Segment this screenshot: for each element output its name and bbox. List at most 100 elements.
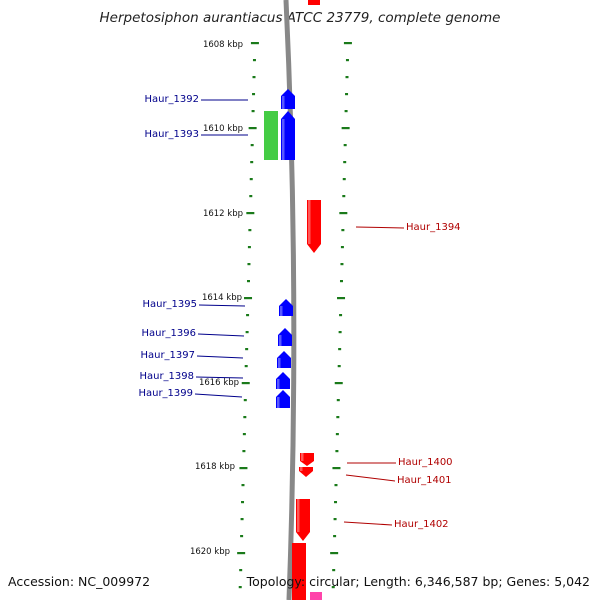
minor-tick <box>342 178 346 181</box>
left-tick-track <box>237 42 259 589</box>
minor-tick <box>239 569 243 572</box>
minor-tick <box>241 484 245 487</box>
minor-tick <box>334 484 338 487</box>
major-tick <box>241 382 250 385</box>
feature-highlight <box>280 306 283 316</box>
gene-label[interactable]: Haur_1393 <box>144 129 199 140</box>
feature-haur-1401[interactable] <box>299 467 313 477</box>
topology-text: Topology: circular; Length: 6,346,587 bp… <box>246 574 590 589</box>
minor-tick <box>345 76 349 79</box>
feature-highlight <box>301 453 304 461</box>
gene-label[interactable]: Haur_1400 <box>398 457 453 468</box>
feature-haur-1397[interactable] <box>277 351 291 368</box>
minor-tick <box>242 433 246 436</box>
major-tick <box>332 467 341 470</box>
minor-tick <box>336 399 340 402</box>
gene-leader-line <box>197 333 245 337</box>
minor-tick <box>340 263 344 266</box>
minor-tick <box>335 450 339 453</box>
minor-tick <box>333 535 337 538</box>
major-tick <box>334 382 343 385</box>
feature-haur-1392[interactable] <box>281 89 295 109</box>
feature-haur-1395[interactable] <box>279 299 293 316</box>
minor-tick <box>252 76 256 79</box>
gene-leader-line <box>343 521 393 526</box>
minor-tick <box>249 195 253 198</box>
feature-haur-1402[interactable] <box>296 499 310 541</box>
major-tick <box>250 42 259 45</box>
minor-tick <box>341 229 345 232</box>
minor-tick <box>247 263 251 266</box>
right-tick-track <box>330 42 352 589</box>
major-tick <box>330 552 339 555</box>
minor-tick <box>240 518 244 521</box>
feature-haur-1394[interactable] <box>307 200 321 253</box>
minor-tick <box>340 246 344 249</box>
gene-leader-line <box>355 226 405 229</box>
feature-haur-1393[interactable] <box>281 111 295 160</box>
minor-tick <box>250 161 254 164</box>
ruler-label: 1616 kbp <box>199 378 239 388</box>
gene-label[interactable]: Haur_1394 <box>406 222 461 233</box>
gene-label[interactable]: Haur_1395 <box>142 299 197 310</box>
ruler-label: 1608 kbp <box>203 40 243 50</box>
gene-leader-line <box>345 474 396 482</box>
feature-highlight <box>308 200 311 244</box>
major-tick <box>237 552 246 555</box>
major-tick <box>337 297 346 300</box>
minor-tick <box>243 399 247 402</box>
major-tick <box>246 212 255 215</box>
feature-partial-bottom[interactable] <box>292 543 306 600</box>
minor-tick <box>342 195 346 198</box>
gene-label[interactable]: Haur_1402 <box>394 519 449 530</box>
major-tick <box>343 42 352 45</box>
minor-tick <box>243 416 247 419</box>
ruler-label: 1618 kbp <box>195 462 235 472</box>
minor-tick <box>335 433 339 436</box>
minor-tick <box>246 314 250 317</box>
feature-haur-1399[interactable] <box>276 390 290 408</box>
minor-tick <box>333 518 337 521</box>
ruler-label: 1614 kbp <box>202 293 242 303</box>
major-tick <box>339 212 348 215</box>
minor-tick <box>248 229 252 232</box>
minor-tick <box>334 501 338 504</box>
minor-tick <box>245 331 249 334</box>
major-tick <box>248 127 257 130</box>
minor-tick <box>339 280 343 283</box>
minor-tick <box>241 501 245 504</box>
gene-leader-line <box>198 304 246 307</box>
feature-highlight <box>282 96 285 109</box>
gene-labels: Haur_1392 Haur_1393 Haur_1394 Haur_1395 Haur… <box>138 94 460 530</box>
minor-tick <box>344 110 348 113</box>
feature-highlight <box>300 467 303 471</box>
ruler-label: 1620 kbp <box>190 547 230 557</box>
minor-tick <box>331 586 335 589</box>
minor-tick <box>343 161 347 164</box>
minor-tick <box>238 586 242 589</box>
gene-label[interactable]: Haur_1397 <box>140 350 195 361</box>
minor-tick <box>337 365 341 368</box>
gene-label[interactable]: Haur_1392 <box>144 94 199 105</box>
minor-tick <box>245 348 249 351</box>
minor-tick <box>250 144 254 147</box>
gene-label[interactable]: Haur_1396 <box>141 328 196 339</box>
feature-other[interactable] <box>264 111 278 160</box>
minor-tick <box>244 365 248 368</box>
gene-label[interactable]: Haur_1399 <box>138 388 193 399</box>
feature-haur-1400[interactable] <box>300 453 314 466</box>
gene-label[interactable]: Haur_1398 <box>139 371 194 382</box>
gene-label[interactable]: Haur_1401 <box>397 475 452 486</box>
minor-tick <box>247 246 251 249</box>
minor-tick <box>332 569 336 572</box>
feature-haur-1398[interactable] <box>276 372 290 389</box>
major-tick <box>244 297 253 300</box>
gene-leader-line <box>194 393 243 398</box>
feature-highlight <box>297 499 300 532</box>
feature-partial-bottom-pink[interactable] <box>310 592 322 600</box>
accession-text: Accession: NC_009972 <box>8 574 151 589</box>
feature-partial-top[interactable] <box>308 0 320 5</box>
minor-tick <box>338 348 342 351</box>
feature-haur-1396[interactable] <box>278 328 292 346</box>
